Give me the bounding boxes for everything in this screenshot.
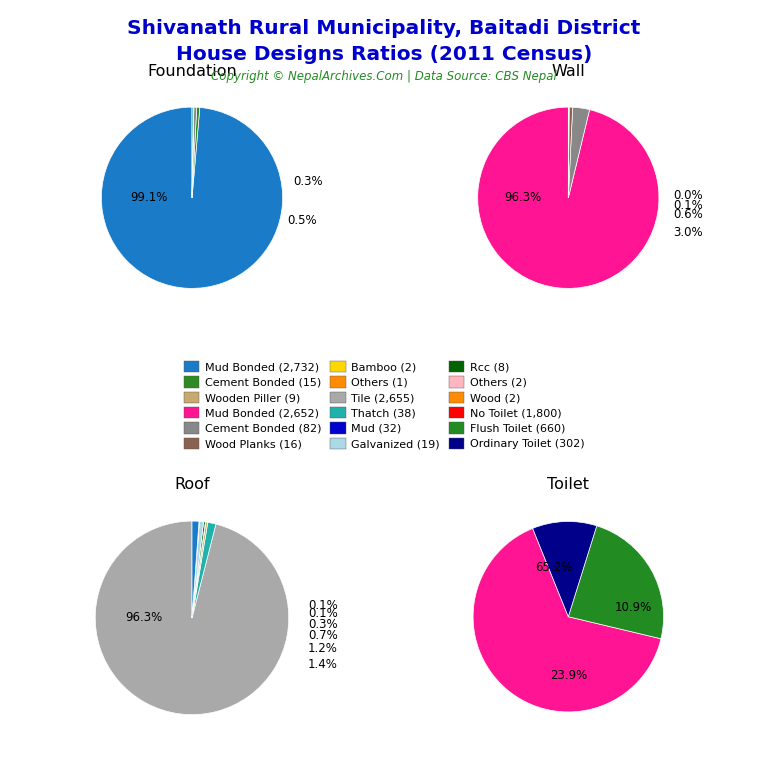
- Wedge shape: [101, 107, 283, 288]
- Wedge shape: [192, 521, 205, 617]
- Text: 0.3%: 0.3%: [308, 618, 337, 631]
- Text: 65.2%: 65.2%: [535, 561, 573, 574]
- Text: Shivanath Rural Municipality, Baitadi District: Shivanath Rural Municipality, Baitadi Di…: [127, 19, 641, 38]
- Text: House Designs Ratios (2011 Census): House Designs Ratios (2011 Census): [176, 45, 592, 64]
- Text: 0.3%: 0.3%: [293, 175, 323, 188]
- Text: 10.9%: 10.9%: [614, 601, 652, 614]
- Text: 0.1%: 0.1%: [308, 607, 337, 621]
- Title: Roof: Roof: [174, 477, 210, 492]
- Wedge shape: [192, 522, 216, 617]
- Wedge shape: [568, 108, 573, 198]
- Text: 3.0%: 3.0%: [673, 226, 703, 239]
- Wedge shape: [192, 522, 208, 617]
- Text: 0.1%: 0.1%: [673, 198, 703, 211]
- Wedge shape: [478, 107, 659, 288]
- Text: 1.4%: 1.4%: [308, 658, 338, 670]
- Text: 0.0%: 0.0%: [673, 190, 703, 203]
- Wedge shape: [95, 521, 289, 714]
- Text: 99.1%: 99.1%: [130, 191, 167, 204]
- Wedge shape: [192, 108, 197, 198]
- Title: Wall: Wall: [551, 65, 585, 79]
- Wedge shape: [192, 108, 194, 198]
- Legend: Mud Bonded (2,732), Cement Bonded (15), Wooden Piller (9), Mud Bonded (2,652), C: Mud Bonded (2,732), Cement Bonded (15), …: [179, 356, 589, 454]
- Wedge shape: [192, 521, 204, 617]
- Text: 0.7%: 0.7%: [308, 629, 337, 642]
- Wedge shape: [192, 521, 199, 617]
- Wedge shape: [192, 108, 200, 198]
- Title: Toilet: Toilet: [548, 478, 589, 492]
- Text: 0.1%: 0.1%: [308, 599, 337, 612]
- Wedge shape: [192, 521, 200, 617]
- Wedge shape: [533, 521, 597, 617]
- Wedge shape: [568, 108, 569, 198]
- Title: Foundation: Foundation: [147, 65, 237, 79]
- Text: 23.9%: 23.9%: [550, 669, 587, 682]
- Text: 96.3%: 96.3%: [505, 191, 541, 204]
- Text: 96.3%: 96.3%: [125, 611, 162, 624]
- Text: 0.5%: 0.5%: [288, 214, 317, 227]
- Wedge shape: [192, 107, 194, 198]
- Wedge shape: [473, 528, 661, 712]
- Text: Copyright © NepalArchives.Com | Data Source: CBS Nepal: Copyright © NepalArchives.Com | Data Sou…: [211, 70, 557, 83]
- Text: 1.2%: 1.2%: [308, 642, 338, 655]
- Text: 0.6%: 0.6%: [673, 208, 703, 221]
- Wedge shape: [568, 526, 664, 639]
- Wedge shape: [192, 522, 206, 617]
- Wedge shape: [568, 108, 590, 198]
